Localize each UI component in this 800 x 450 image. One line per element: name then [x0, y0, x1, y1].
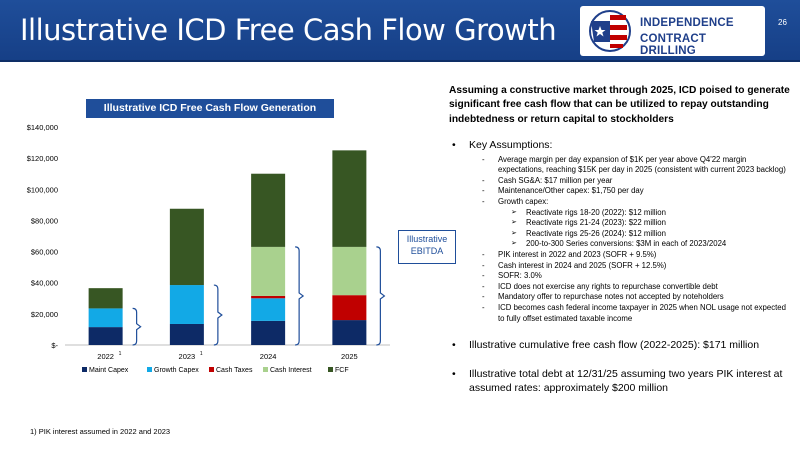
legend-label: Cash Taxes: [216, 367, 253, 374]
bar-segment: [332, 150, 367, 247]
ebitda-bracket: [132, 307, 142, 346]
company-logo: INDEPENDENCE CONTRACT DRILLING: [580, 6, 765, 57]
legend-label: Cash Interest: [270, 367, 312, 374]
growth-capex-item: Reactivate rigs 25-26 (2024): $12 millio…: [449, 229, 794, 240]
logo-text-line1: INDEPENDENCE: [640, 17, 734, 29]
fcf-bullet: Illustrative cumulative free cash flow (…: [449, 338, 794, 353]
ebitda-bracket: [376, 246, 386, 346]
slide-header: Illustrative ICD Free Cash Flow Growth I…: [0, 0, 800, 61]
legend-label: FCF: [335, 367, 349, 374]
bar-segment: [169, 285, 204, 324]
assumption-item: ICD becomes cash federal income taxpayer…: [449, 303, 794, 324]
growth-capex-item: 200-to-300 Series conversions: $3M in ea…: [449, 239, 794, 250]
bar-segment: [251, 173, 286, 247]
legend-swatch: [263, 367, 268, 372]
assumption-item: SOFR: 3.0%: [449, 271, 794, 282]
bar-segment: [332, 295, 367, 321]
footnote: 1) PIK interest assumed in 2022 and 2023: [30, 427, 171, 436]
x-tick-label: 2025: [341, 352, 358, 361]
y-tick-label: $-: [51, 341, 58, 350]
bar-segment: [251, 298, 286, 321]
x-tick-label: 2022: [97, 352, 114, 361]
y-tick-label: $120,000: [27, 154, 58, 163]
assumption-list: Average margin per day expansion of $1K …: [449, 155, 794, 325]
ebitda-annotation: Illustrative EBITDA: [398, 230, 456, 264]
legend-swatch: [82, 367, 87, 372]
x-tick-superscript: 1: [119, 351, 122, 357]
header-divider: [0, 60, 800, 62]
slide-title: Illustrative ICD Free Cash Flow Growth: [20, 13, 557, 47]
key-assumptions-heading: Key Assumptions:: [449, 138, 794, 152]
page-number: 26: [778, 18, 787, 27]
legend-label: Maint Capex: [89, 367, 129, 374]
legend-swatch: [209, 367, 214, 372]
legend-label: Growth Capex: [154, 367, 199, 374]
y-tick-label: $60,000: [31, 248, 58, 257]
growth-capex-item: Reactivate rigs 18-20 (2022): $12 millio…: [449, 208, 794, 219]
flag-emblem-icon: [589, 10, 631, 52]
y-tick-label: $140,000: [27, 123, 58, 132]
y-tick-label: $100,000: [27, 185, 58, 194]
stacked-bar-chart: $- $20,000 $40,000 $60,000 $80,000 $100,000 $1…: [27, 123, 390, 374]
bar-segment: [169, 323, 204, 345]
bar-segment: [88, 327, 123, 345]
x-tick-label: 2024: [260, 352, 277, 361]
bar-segment: [251, 320, 286, 345]
assumption-item: Cash SG&A: $17 million per year: [449, 176, 794, 187]
assumptions-panel: Assuming a constructive market through 2…: [449, 84, 794, 396]
growth-capex-item: Reactivate rigs 21-24 (2023): $22 millio…: [449, 218, 794, 229]
legend-swatch: [328, 367, 333, 372]
x-tick-label: 2023: [179, 352, 196, 361]
bar-segment: [169, 208, 204, 286]
assumption-item: Maintenance/Other capex: $1,750 per day: [449, 186, 794, 197]
assumption-item: Cash interest in 2024 and 2025 (SOFR + 1…: [449, 261, 794, 272]
debt-bullet: Illustrative total debt at 12/31/25 assu…: [449, 367, 794, 396]
panel-headline: Assuming a constructive market through 2…: [449, 85, 790, 125]
assumption-item: Mandatory offer to repurchase notes not …: [449, 292, 794, 303]
legend-swatch: [147, 367, 152, 372]
y-tick-label: $80,000: [31, 216, 58, 225]
assumption-item: Growth capex:: [449, 197, 794, 208]
ebitda-bracket: [295, 246, 305, 346]
logo-text-line2: CONTRACT DRILLING: [640, 33, 707, 57]
bar-segment: [88, 308, 123, 328]
x-tick-superscript: 1: [200, 351, 203, 357]
assumption-item: Average margin per day expansion of $1K …: [449, 155, 794, 176]
y-tick-label: $20,000: [31, 310, 58, 319]
chart-title: Illustrative ICD Free Cash Flow Generati…: [86, 99, 334, 133]
ebitda-bracket: [213, 284, 223, 346]
bar-segment: [332, 246, 367, 296]
assumption-item: ICD does not exercise any rights to repu…: [449, 282, 794, 293]
bar-segment: [251, 295, 286, 299]
bar-segment: [332, 320, 367, 345]
assumption-item: PIK interest in 2022 and 2023 (SOFR + 9.…: [449, 250, 794, 261]
y-tick-label: $40,000: [31, 279, 58, 288]
bar-segment: [88, 288, 123, 309]
bar-segment: [251, 246, 286, 296]
